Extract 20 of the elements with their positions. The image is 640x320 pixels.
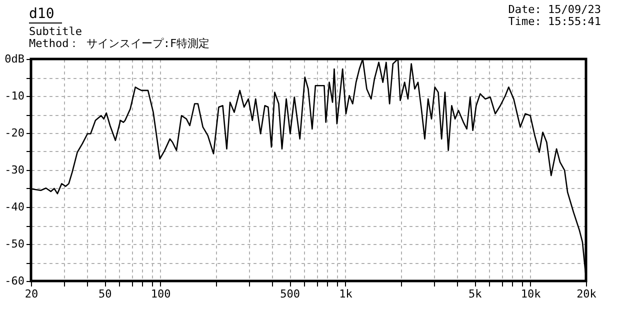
x-tick-label: 20k bbox=[576, 288, 597, 300]
text: Method： サインスイープ:F特測定 bbox=[29, 37, 210, 50]
y-tick-label: -40 bbox=[4, 200, 24, 214]
x-tick-label: 1k bbox=[339, 288, 353, 300]
x-tick-label: 500 bbox=[280, 288, 300, 300]
y-tick-label: -50 bbox=[4, 238, 24, 250]
text: Time: 15:55:41 bbox=[508, 15, 601, 28]
x-tick-label: 50 bbox=[98, 288, 112, 300]
x-tick-label: 5k bbox=[468, 288, 482, 300]
chart-subtitle: Subtitle bbox=[29, 25, 82, 38]
y-tick-label: 0dB bbox=[4, 52, 25, 66]
y-tick-label: -10 bbox=[4, 90, 24, 102]
text: Date: 15/09/23 bbox=[508, 3, 601, 16]
x-tick-label: 10k bbox=[520, 288, 542, 300]
x-tick-label: 100 bbox=[150, 288, 171, 300]
y-tick-label: -60 bbox=[4, 274, 24, 288]
chart-title: d10 bbox=[29, 6, 54, 22]
y-tick-label: -20 bbox=[4, 126, 24, 140]
y-tick-label: -30 bbox=[4, 164, 24, 176]
x-tick-label: 20 bbox=[24, 288, 38, 300]
